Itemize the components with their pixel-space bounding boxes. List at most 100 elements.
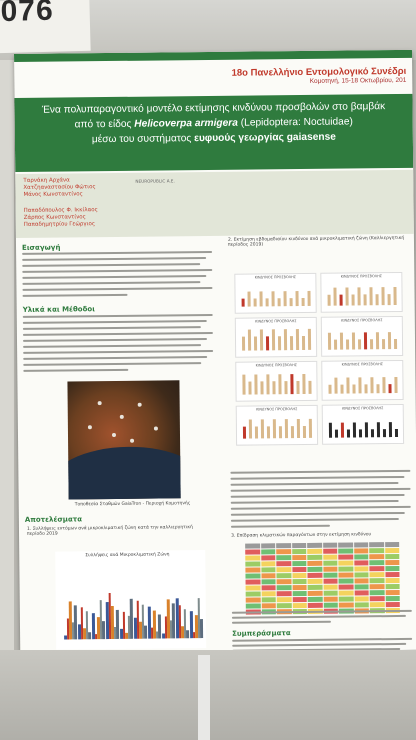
risk-bar bbox=[346, 377, 350, 394]
risk-bar bbox=[340, 422, 345, 438]
text-line bbox=[22, 268, 213, 273]
heatmap-cell bbox=[276, 567, 291, 573]
text-line bbox=[230, 517, 399, 522]
heatmap-cell bbox=[261, 579, 276, 585]
risk-bar bbox=[254, 374, 258, 395]
heatmap-cell bbox=[261, 597, 276, 603]
text-line bbox=[22, 281, 201, 285]
risk-bar bbox=[308, 418, 313, 438]
heatmap-cell bbox=[385, 589, 400, 596]
heatmap-cell bbox=[385, 595, 400, 602]
risk-bar bbox=[295, 329, 300, 351]
risk-bar bbox=[375, 332, 380, 350]
heatmap-cell bbox=[291, 566, 307, 573]
risk-bar bbox=[272, 381, 276, 395]
risk-bar bbox=[358, 429, 363, 438]
heatmap-cell bbox=[338, 584, 354, 590]
heatmap-cell bbox=[322, 548, 338, 554]
poster-number: -076 bbox=[0, 0, 55, 29]
heatmap-cell bbox=[384, 553, 400, 560]
heatmap-cell bbox=[307, 572, 323, 578]
risk-bar bbox=[260, 381, 264, 395]
heatmap-cell bbox=[384, 547, 400, 554]
heatmap-cell bbox=[291, 572, 307, 579]
risk-bar bbox=[296, 419, 301, 439]
heatmap-cell bbox=[338, 572, 354, 578]
risk-bar bbox=[346, 339, 350, 350]
heatmap-cell bbox=[292, 602, 307, 609]
heatmap-cell bbox=[260, 549, 276, 555]
captures-bar bbox=[144, 625, 148, 639]
text-line bbox=[230, 481, 399, 486]
heatmap-cell bbox=[338, 554, 353, 560]
author-list-2: Παπαδόπουλος Φ. Ικκίλαος Ζάρπος Κωνσταντ… bbox=[23, 207, 98, 228]
heatmap-cell bbox=[307, 596, 323, 602]
text-line bbox=[232, 642, 407, 647]
risk-bar bbox=[284, 419, 289, 439]
risk-bar bbox=[370, 339, 374, 350]
heatmap-cell bbox=[307, 590, 323, 596]
text-line bbox=[22, 331, 213, 336]
heatmap-cell bbox=[353, 566, 369, 572]
heatmap-cell bbox=[369, 560, 384, 566]
heatmap-cell bbox=[369, 596, 385, 602]
risk-bar bbox=[277, 336, 282, 351]
captures-bar bbox=[74, 605, 78, 640]
risk-bar bbox=[393, 287, 397, 306]
risk-bar bbox=[369, 287, 373, 306]
risk-bar bbox=[352, 384, 356, 394]
heatmap-cell bbox=[369, 566, 384, 572]
heatmap-cell bbox=[245, 561, 260, 567]
risk-bar bbox=[247, 291, 251, 307]
risk-bar bbox=[307, 290, 311, 306]
risk-bar bbox=[394, 377, 398, 394]
heatmap-cell bbox=[322, 554, 338, 560]
risk-bar bbox=[382, 377, 386, 394]
risk-bar bbox=[382, 429, 387, 438]
heatmap-cell bbox=[369, 554, 384, 560]
risk-bar bbox=[260, 419, 265, 439]
heatmap-cell bbox=[261, 585, 276, 591]
heatmap-cell bbox=[276, 573, 292, 579]
risk-bar bbox=[289, 336, 294, 351]
heatmap-cell bbox=[354, 596, 369, 602]
heatmap-cell bbox=[245, 573, 261, 579]
risk-bar bbox=[266, 426, 271, 439]
risk-bar bbox=[346, 429, 351, 438]
risk-bar bbox=[364, 422, 369, 438]
risk-bar bbox=[302, 425, 307, 438]
heatmap-cell bbox=[292, 578, 307, 585]
heatmap-cell bbox=[261, 591, 276, 597]
heatmap-cell bbox=[369, 602, 385, 608]
results-heading: Αποτελέσματα bbox=[24, 515, 83, 524]
text-line bbox=[22, 286, 213, 291]
heatmap-cell bbox=[323, 602, 338, 608]
risk-bar bbox=[364, 384, 368, 394]
heatmap-cell bbox=[338, 602, 354, 608]
heatmap-cell bbox=[307, 542, 322, 548]
risk-bar bbox=[340, 384, 344, 394]
heatmap-cell bbox=[353, 542, 369, 548]
text-line bbox=[23, 362, 202, 366]
risk-bar bbox=[241, 298, 245, 307]
risk-bar bbox=[333, 287, 337, 306]
previous-poster: -076 bbox=[0, 0, 91, 54]
heatmap-cell bbox=[369, 548, 384, 554]
text-line bbox=[23, 355, 208, 360]
scientific-poster: 18ο Πανελλήνιο Εντομολογικό Συνέδρι Κομο… bbox=[14, 49, 416, 654]
risk-heatmap bbox=[245, 541, 402, 618]
heatmap-cell bbox=[307, 560, 322, 566]
heatmap-cell bbox=[307, 578, 323, 584]
heatmap-cell bbox=[384, 565, 400, 572]
captures-bar bbox=[158, 614, 162, 639]
risk-subtitle: 2. Εκτίμηση εβδομαδιαίου κινδύνου ανά μι… bbox=[227, 235, 405, 248]
heatmap-cell bbox=[307, 602, 323, 608]
risk-bar bbox=[387, 332, 392, 350]
heatmap-cell bbox=[276, 579, 292, 585]
risk-bar bbox=[271, 329, 276, 351]
risk-bar bbox=[247, 329, 252, 351]
risk-bar bbox=[357, 287, 361, 306]
heatmap-cell bbox=[245, 543, 260, 549]
heatmap-cell bbox=[291, 560, 307, 567]
materials-heading: Υλικά και Μέθοδοι bbox=[22, 305, 95, 314]
